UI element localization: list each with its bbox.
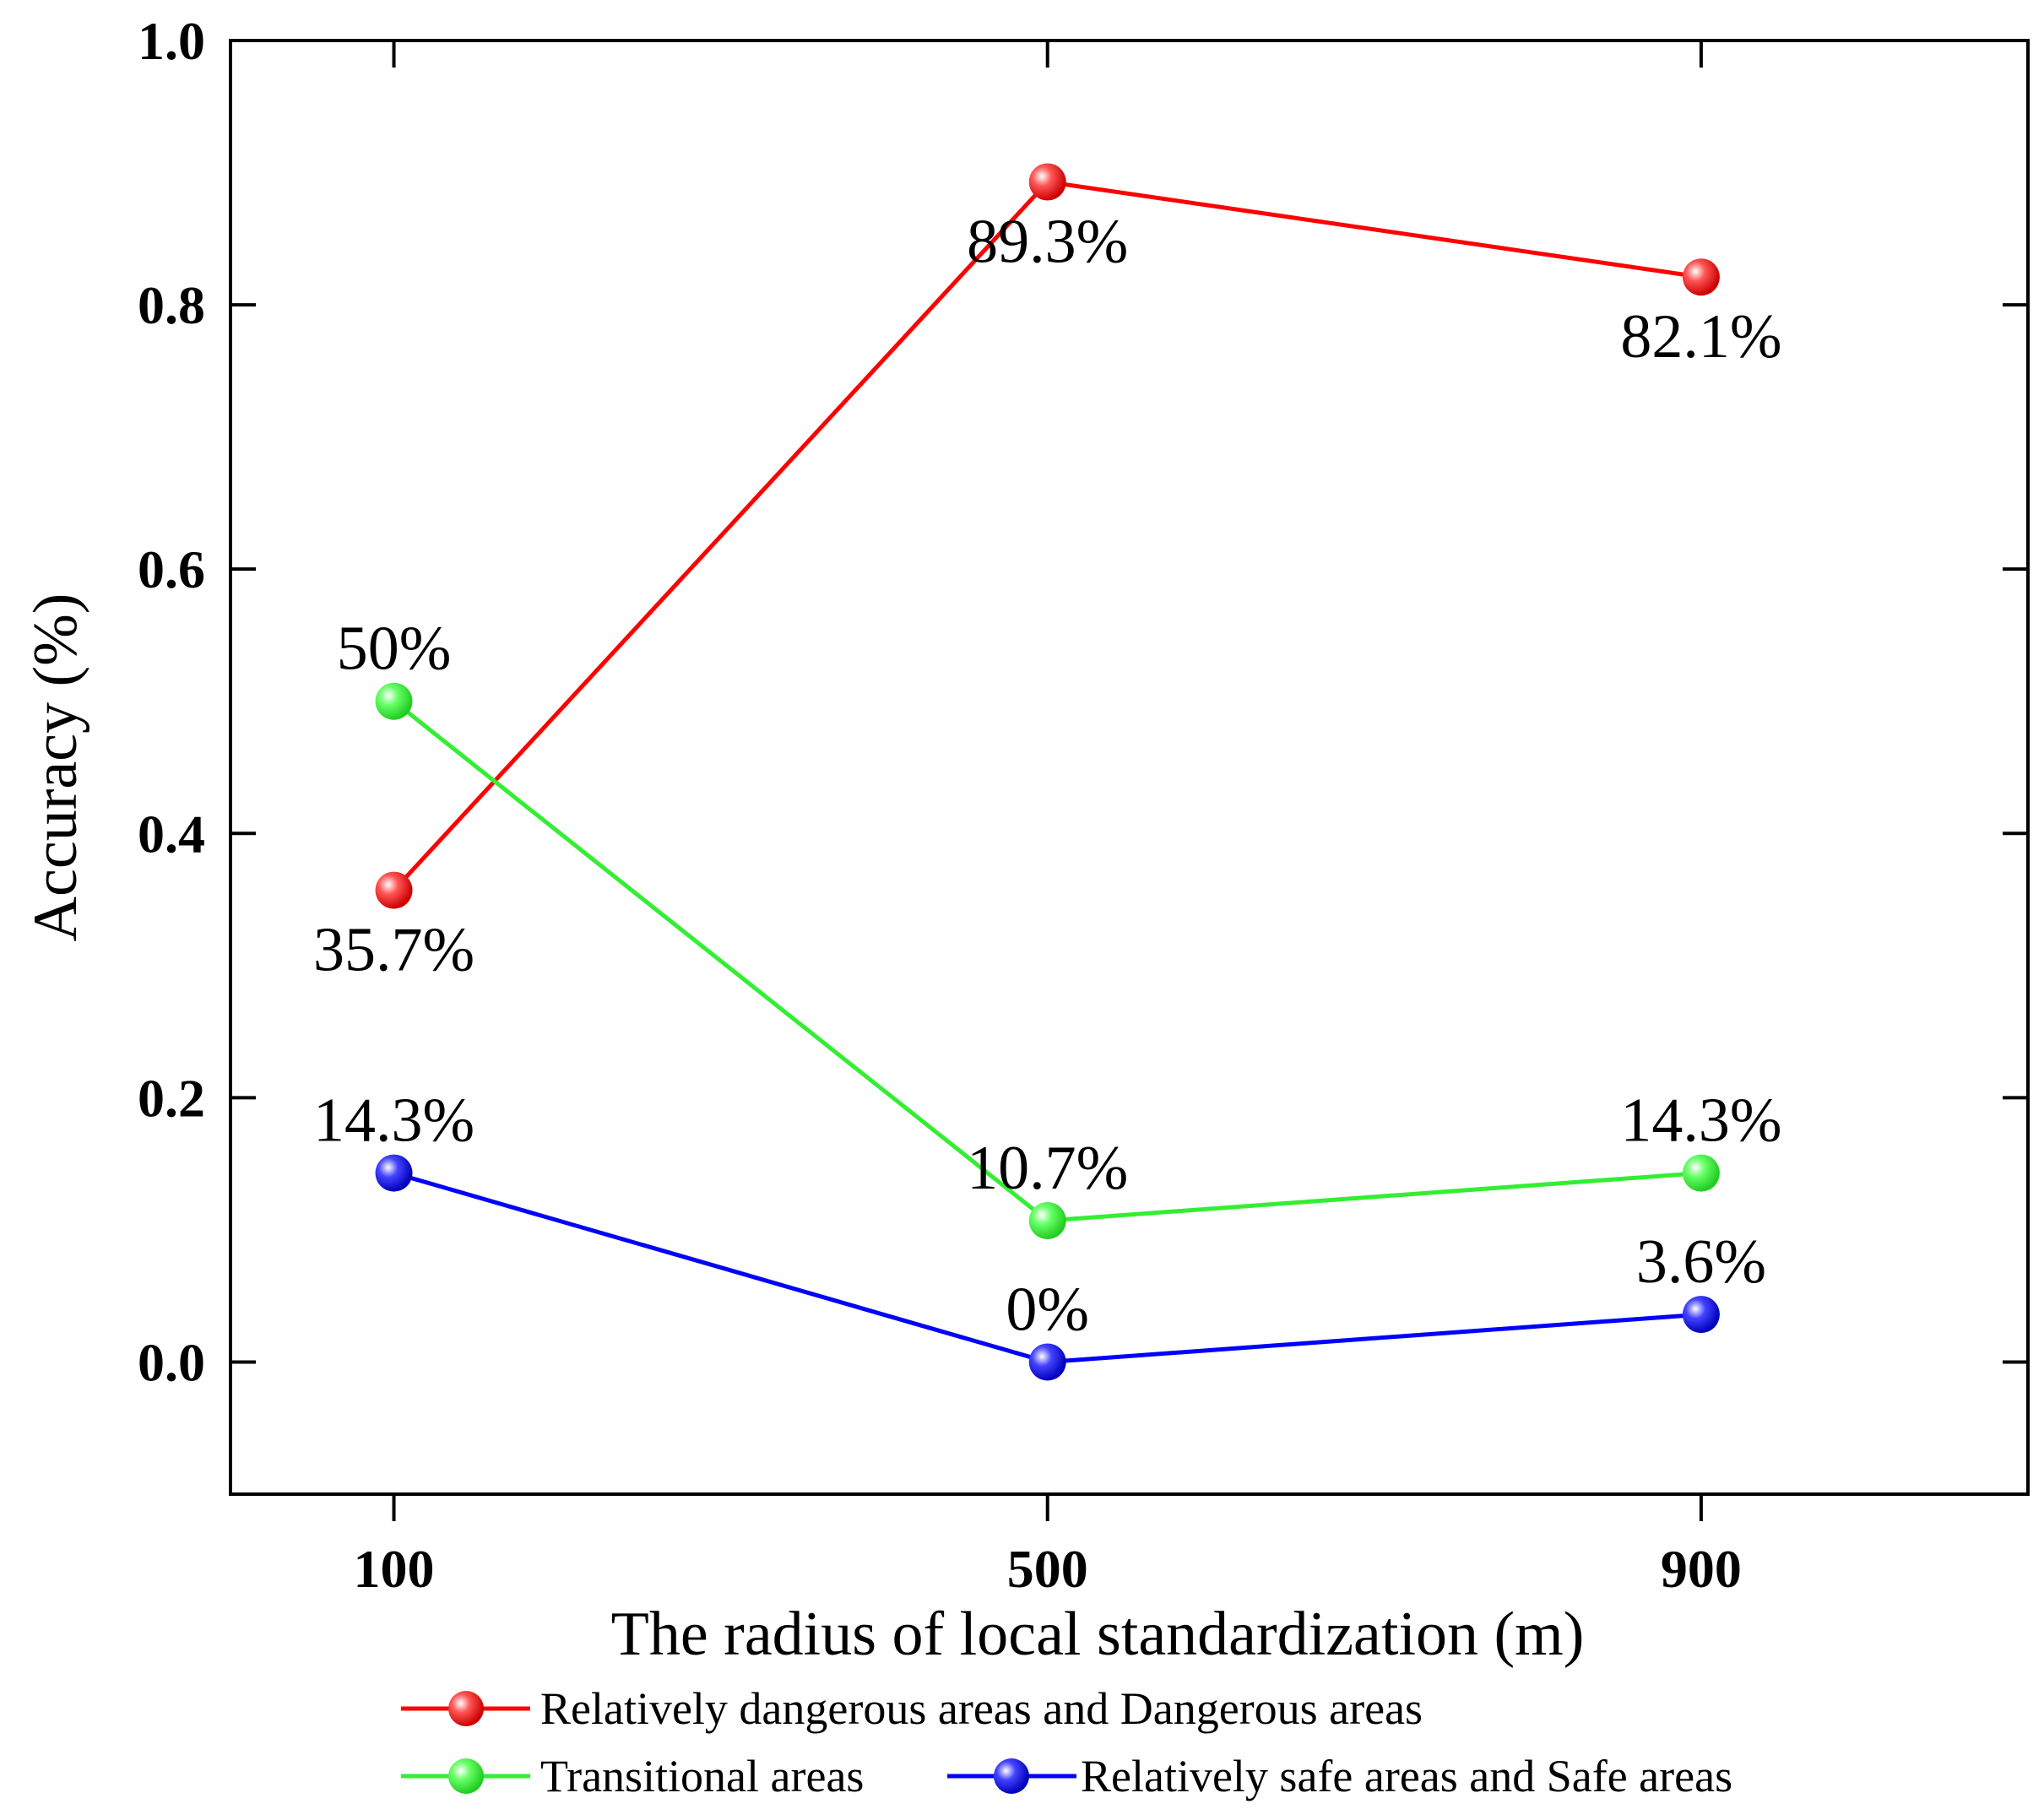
data-label-dangerous: 89.3% [967, 208, 1128, 277]
x-tick-label: 900 [1661, 1539, 1742, 1599]
legend-marker-safe [994, 1758, 1029, 1794]
y-axis: 0.0 0.2 0.4 0.6 0.8 1.0 [138, 11, 2028, 1392]
data-label-transitional: 10.7% [967, 1134, 1128, 1203]
data-point-dangerous [375, 871, 413, 909]
legend-item-transitional: Transitional areas [401, 1751, 864, 1801]
legend: Relatively dangerous areas and Dangerous… [401, 1683, 1732, 1801]
data-point-transitional [375, 682, 413, 720]
series-line-dangerous [392, 179, 1702, 892]
legend-label-safe: Relatively safe areas and Safe areas [1081, 1751, 1732, 1801]
data-label-safe: 14.3% [313, 1086, 474, 1156]
data-point-transitional [1028, 1201, 1066, 1239]
data-label-transitional: 14.3% [1620, 1086, 1781, 1156]
y-tick-label: 0.2 [138, 1068, 205, 1128]
legend-marker-transitional [448, 1758, 484, 1794]
y-tick-label: 0.6 [138, 539, 205, 599]
y-tick-label: 0.0 [138, 1332, 205, 1392]
data-label-safe: 3.6% [1636, 1227, 1766, 1297]
data-point-transitional [1682, 1154, 1720, 1192]
data-label-dangerous: 82.1% [1620, 302, 1781, 371]
y-tick-label: 0.4 [138, 804, 205, 864]
series-layer: 35.7% 89.3% 82.1% 50% 10.7% 14.3% 14.3% 0% 3.6% [313, 163, 1781, 1381]
legend-label-transitional: Transitional areas [540, 1751, 864, 1801]
x-axis: 100 500 900 [354, 41, 1742, 1599]
legend-item-safe: Relatively safe areas and Safe areas [947, 1751, 1732, 1801]
legend-marker-dangerous [448, 1691, 484, 1726]
x-axis-title: The radius of local standardization (m) [611, 1600, 1585, 1669]
data-label-safe: 0% [1006, 1275, 1089, 1344]
y-tick-label: 0.8 [138, 275, 205, 335]
plot-frame [229, 39, 2030, 1496]
data-label-dangerous: 35.7% [313, 916, 474, 985]
data-point-dangerous [1682, 258, 1720, 296]
x-tick-label: 500 [1007, 1539, 1088, 1599]
y-tick-label: 1.0 [138, 11, 205, 71]
legend-label-dangerous: Relatively dangerous areas and Dangerous… [540, 1683, 1423, 1734]
data-point-dangerous [1028, 163, 1066, 201]
x-tick-label: 100 [354, 1539, 435, 1599]
data-point-safe [375, 1154, 413, 1192]
y-axis-title: Accuracy (%) [21, 593, 90, 942]
data-label-transitional: 50% [337, 615, 452, 684]
data-point-safe [1028, 1343, 1066, 1381]
legend-item-dangerous: Relatively dangerous areas and Dangerous… [401, 1683, 1423, 1734]
data-point-safe [1682, 1296, 1720, 1334]
